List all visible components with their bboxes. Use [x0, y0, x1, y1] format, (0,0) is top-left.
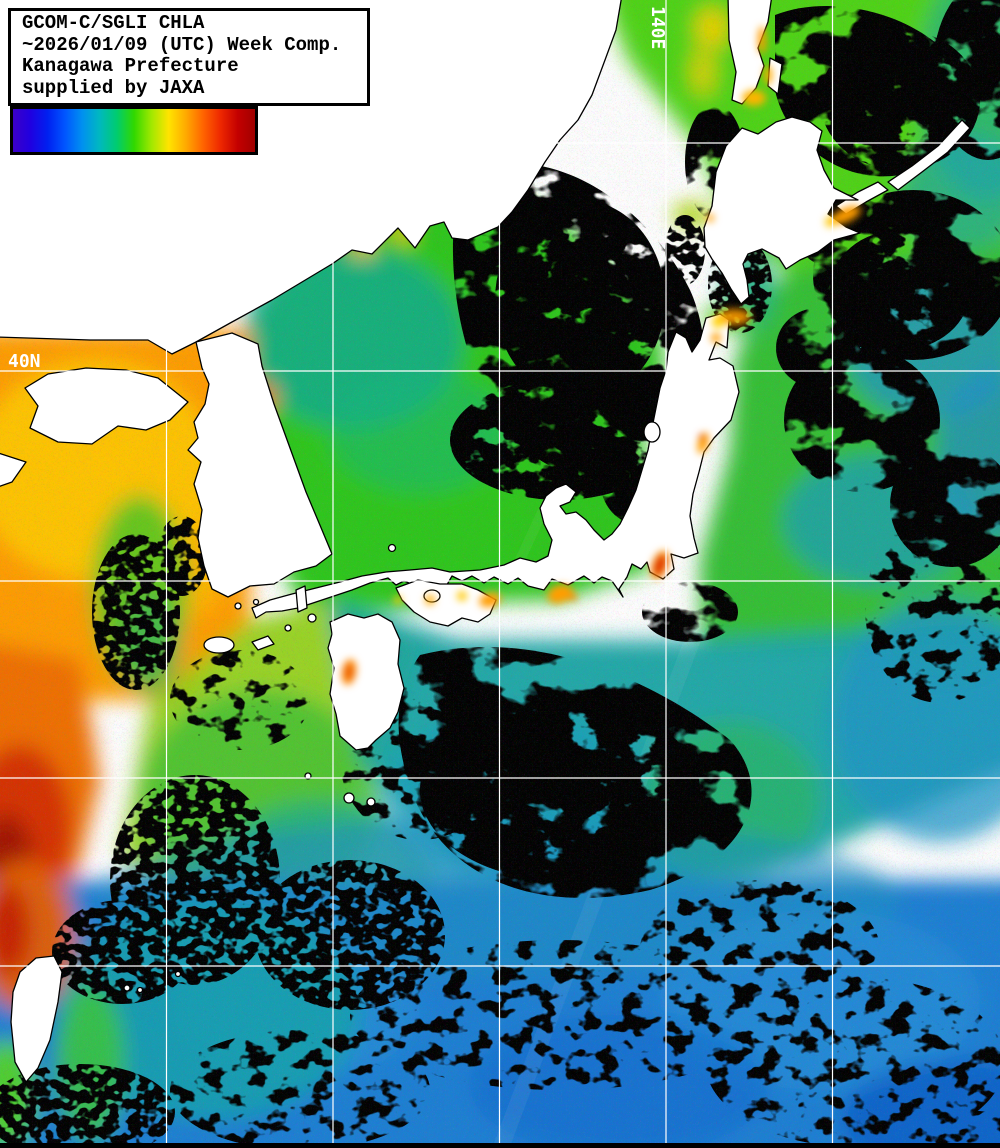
land-sado [643, 421, 661, 443]
land-jiangsu [0, 452, 27, 487]
title-line-date: ~2026/01/09 (UTC) Week Comp. [22, 33, 342, 56]
land-iturup [887, 119, 971, 191]
land-shikoku [395, 579, 497, 627]
longitude-label: 140E [647, 6, 668, 49]
land-jeju [203, 636, 235, 654]
land-ryukyu3 [174, 970, 182, 978]
land-shandong [24, 367, 189, 445]
bottom-edge-strip [0, 1143, 1000, 1148]
land-korea-isle2 [252, 598, 260, 606]
land-iki [307, 613, 317, 623]
colorbar-gradient [13, 109, 255, 152]
title-line-credit: supplied by JAXA [22, 76, 205, 99]
title-box: GCOM-C/SGLI CHLA ~2026/01/09 (UTC) Week … [8, 8, 370, 106]
land-oki [387, 543, 397, 553]
land-tsushima [295, 585, 308, 613]
latitude-label: 40N [8, 351, 41, 372]
land-yakushima [366, 797, 376, 807]
land-tanegashima [343, 792, 355, 804]
land-goto [251, 635, 275, 651]
coastal-blooms [341, 26, 861, 685]
title-line-region: Kanagawa Prefecture [22, 55, 239, 77]
colorbar [10, 106, 258, 155]
land-korea-isle1 [234, 602, 242, 610]
land-ryukyu1 [123, 984, 131, 992]
land-taiwan [10, 955, 63, 1083]
land-hirado [284, 624, 292, 632]
title-line-product: GCOM-C/SGLI CHLA [22, 12, 205, 34]
land-hokkaido [703, 116, 861, 305]
land-korea [187, 332, 333, 598]
land-ryukyu2 [136, 986, 144, 994]
land-sakhalin [727, 0, 772, 105]
